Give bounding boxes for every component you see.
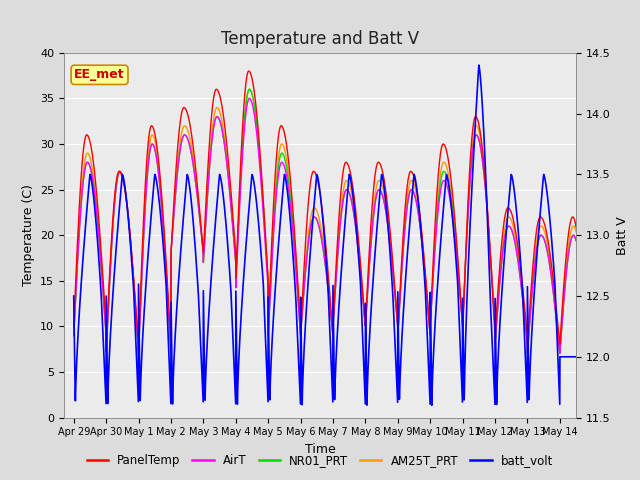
NR01_PRT bbox=[509, 229, 516, 235]
AirT bbox=[127, 243, 135, 249]
AM25T_PRT bbox=[134, 351, 142, 357]
Line: PanelTemp: PanelTemp bbox=[74, 71, 576, 345]
NR01_PRT bbox=[134, 351, 142, 357]
NR01_PRT bbox=[563, 268, 570, 274]
batt_volt bbox=[284, 194, 292, 200]
Line: batt_volt: batt_volt bbox=[74, 65, 576, 405]
AirT bbox=[509, 229, 516, 235]
NR01_PRT bbox=[285, 178, 292, 184]
PanelTemp bbox=[509, 213, 516, 219]
X-axis label: Time: Time bbox=[305, 443, 335, 456]
AirT bbox=[285, 186, 292, 192]
Line: NR01_PRT: NR01_PRT bbox=[74, 89, 576, 354]
AM25T_PRT bbox=[157, 189, 165, 195]
batt_volt bbox=[475, 62, 483, 68]
PanelTemp bbox=[572, 224, 580, 229]
NR01_PRT bbox=[157, 196, 165, 202]
AirT bbox=[134, 351, 142, 357]
AM25T_PRT bbox=[70, 333, 77, 338]
Y-axis label: Batt V: Batt V bbox=[616, 216, 629, 254]
Y-axis label: Temperature (C): Temperature (C) bbox=[22, 184, 35, 286]
Legend: PanelTemp, AirT, NR01_PRT, AM25T_PRT, batt_volt: PanelTemp, AirT, NR01_PRT, AM25T_PRT, ba… bbox=[82, 449, 558, 472]
AirT bbox=[246, 96, 253, 101]
batt_volt bbox=[509, 175, 516, 181]
PanelTemp bbox=[134, 342, 142, 348]
AirT bbox=[263, 263, 271, 269]
AM25T_PRT bbox=[127, 243, 135, 249]
NR01_PRT bbox=[246, 86, 253, 92]
NR01_PRT bbox=[70, 333, 77, 338]
AM25T_PRT bbox=[572, 229, 580, 235]
Text: EE_met: EE_met bbox=[74, 68, 125, 81]
Line: AM25T_PRT: AM25T_PRT bbox=[74, 89, 576, 354]
AM25T_PRT bbox=[246, 86, 253, 92]
AM25T_PRT bbox=[509, 220, 516, 226]
PanelTemp bbox=[70, 324, 77, 329]
batt_volt bbox=[563, 354, 570, 360]
batt_volt bbox=[572, 354, 580, 360]
NR01_PRT bbox=[127, 243, 135, 249]
AM25T_PRT bbox=[285, 170, 292, 176]
Title: Temperature and Batt V: Temperature and Batt V bbox=[221, 30, 419, 48]
AirT bbox=[70, 333, 77, 338]
PanelTemp bbox=[563, 250, 570, 255]
AM25T_PRT bbox=[563, 262, 570, 268]
batt_volt bbox=[262, 357, 270, 362]
batt_volt bbox=[428, 402, 436, 408]
batt_volt bbox=[127, 249, 135, 254]
PanelTemp bbox=[263, 252, 271, 258]
PanelTemp bbox=[157, 184, 165, 190]
PanelTemp bbox=[285, 157, 292, 163]
AirT bbox=[563, 268, 570, 274]
batt_volt bbox=[157, 215, 164, 220]
PanelTemp bbox=[127, 243, 135, 249]
NR01_PRT bbox=[572, 238, 580, 243]
PanelTemp bbox=[245, 68, 253, 74]
batt_volt bbox=[70, 293, 77, 299]
NR01_PRT bbox=[263, 254, 271, 260]
AM25T_PRT bbox=[263, 254, 271, 260]
AirT bbox=[157, 196, 165, 202]
AirT bbox=[572, 238, 580, 243]
Line: AirT: AirT bbox=[74, 98, 576, 354]
